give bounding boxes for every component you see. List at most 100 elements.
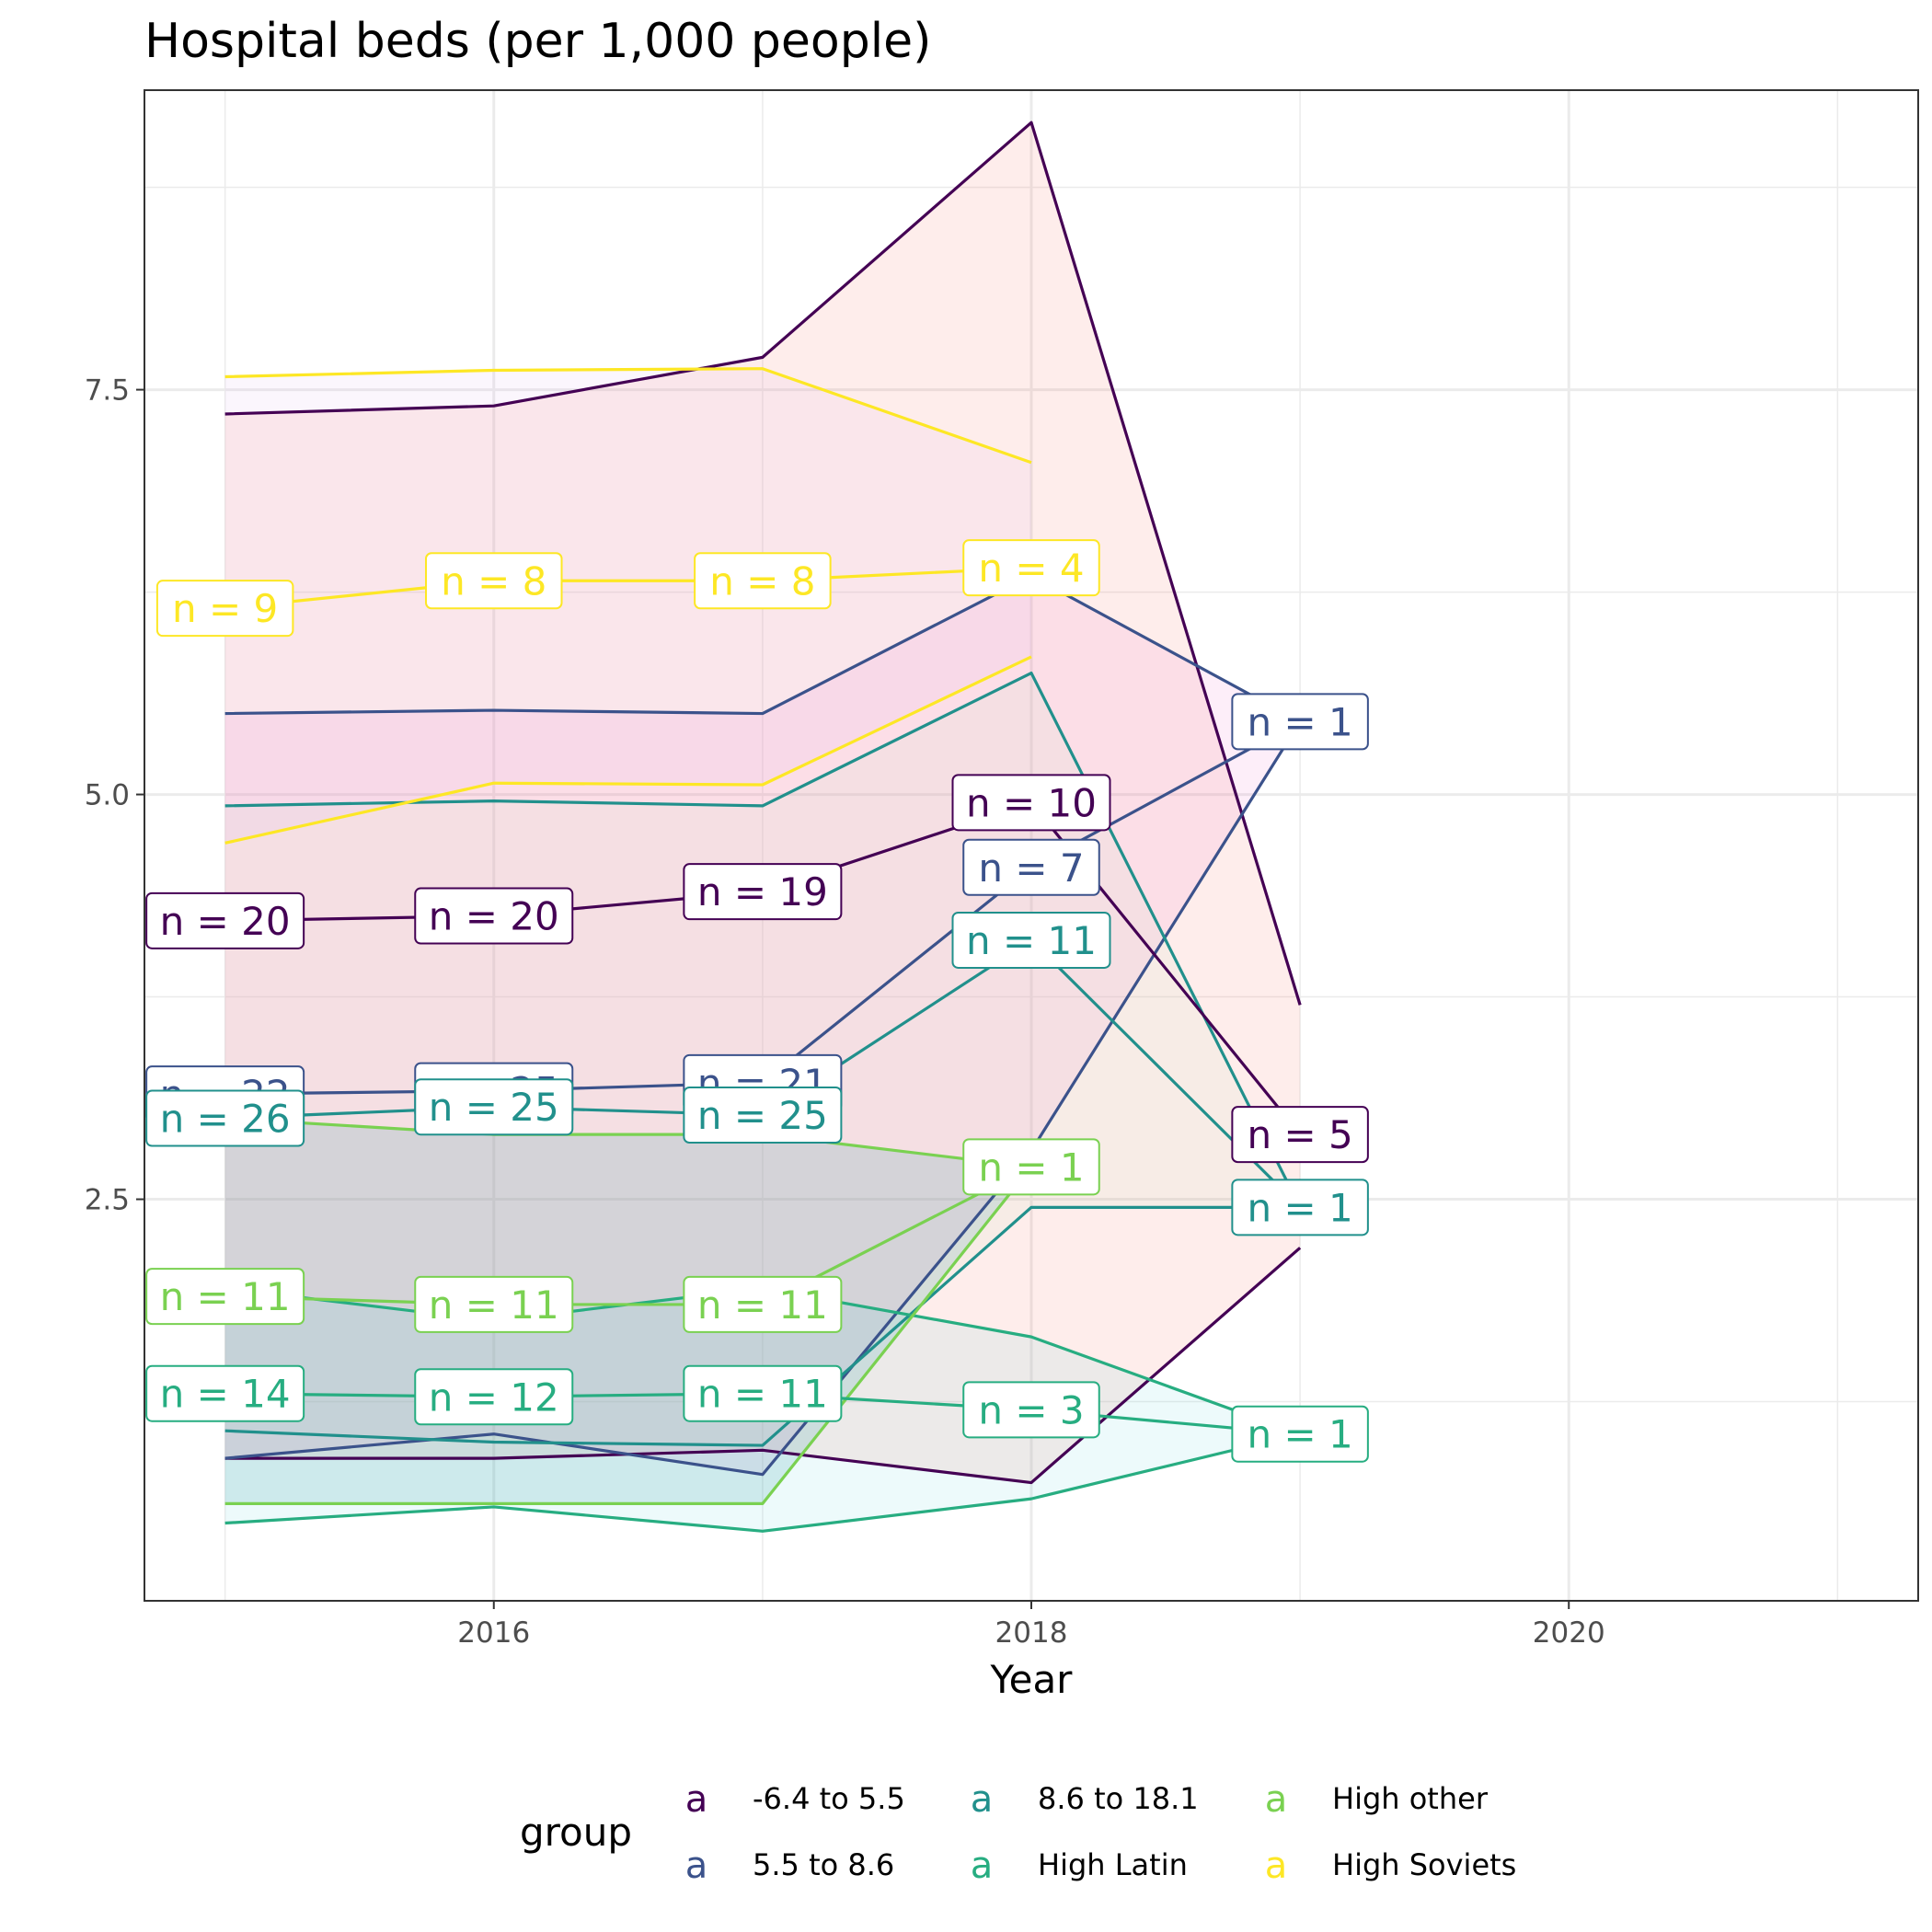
count-label-text: n = 11 <box>429 1282 559 1328</box>
count-label-box <box>683 1275 843 1333</box>
count-label: n = 9 <box>155 580 294 638</box>
upper-bound-line <box>224 574 1301 723</box>
count-label-text: n = 19 <box>697 869 828 914</box>
upper-bound-line <box>224 121 1302 1006</box>
count-label-box <box>1231 693 1369 751</box>
count-label: n = 14 <box>145 1364 305 1422</box>
count-label-box <box>694 552 832 610</box>
legend-key: a <box>971 1778 994 1821</box>
legend-item: a 8.6 to 18.1 <box>971 1778 1199 1821</box>
axis-ticks: 2016 2018 2020 2.5 5.0 7.5 <box>85 374 1605 1650</box>
count-label-box <box>962 539 1100 597</box>
lower-bound-line <box>224 1432 1301 1533</box>
count-label-box <box>145 891 305 949</box>
count-label: n = 12 <box>414 1368 574 1426</box>
count-label-text: n = 1 <box>1248 1185 1353 1230</box>
legend: a -6.4 to 5.5 a 5.5 to 8.6 a 8.6 to 18.1 a High… <box>685 1778 1517 1887</box>
count-label-text: n = 11 <box>966 918 1097 963</box>
y-tick-label: 7.5 <box>85 374 130 408</box>
legend-label: High Soviets <box>1332 1847 1516 1882</box>
legend-label: 8.6 to 18.1 <box>1038 1781 1199 1816</box>
count-label-box <box>414 1078 574 1136</box>
count-label-text: n = 5 <box>1248 1112 1353 1157</box>
count-label-text: n = 11 <box>160 1274 291 1319</box>
count-label: n = 4 <box>962 539 1100 597</box>
count-label: n = 11 <box>414 1275 574 1333</box>
count-label-text: n = 10 <box>966 780 1097 825</box>
count-label: n = 25 <box>683 1087 843 1144</box>
count-label-text: n = 1 <box>1248 1412 1353 1457</box>
count-label-text: n = 1 <box>978 1144 1084 1190</box>
count-label: n = 8 <box>694 552 832 610</box>
mean-line <box>224 566 1032 610</box>
count-label-text: n = 9 <box>172 586 278 631</box>
count-label-box <box>1231 1405 1369 1463</box>
count-label-box <box>145 1089 305 1147</box>
count-label-box <box>414 1368 574 1426</box>
count-labels: n = 20n = 20n = 19n = 10n = 5n = 22n = 2… <box>145 539 1369 1463</box>
y-tick-label: 2.5 <box>85 1184 130 1217</box>
legend-item: a 5.5 to 8.6 <box>685 1845 895 1887</box>
count-label-text: n = 25 <box>697 1093 828 1138</box>
count-label: n = 3 <box>962 1381 1100 1439</box>
legend-label: 5.5 to 8.6 <box>753 1847 894 1882</box>
legend-label: -6.4 to 5.5 <box>753 1781 905 1816</box>
count-label: n = 1 <box>1231 1179 1369 1236</box>
count-label-box <box>155 580 294 638</box>
count-label: n = 1 <box>1231 1405 1369 1463</box>
count-label: n = 10 <box>951 774 1111 832</box>
chart-title: Hospital beds (per 1,000 people) <box>144 14 931 69</box>
lower-bound-line <box>224 1166 1033 1506</box>
count-label-box <box>962 838 1100 896</box>
count-label-box <box>951 774 1111 832</box>
x-tick-label: 2016 <box>457 1616 530 1650</box>
count-label-text: n = 11 <box>697 1372 828 1417</box>
count-label-text: n = 8 <box>709 558 815 604</box>
count-label-box <box>1231 1179 1369 1236</box>
x-tick-label: 2018 <box>995 1616 1068 1650</box>
count-label-text: n = 20 <box>160 899 291 944</box>
count-label: n = 11 <box>683 1364 843 1422</box>
count-label-text: n = 26 <box>160 1097 291 1142</box>
count-label-box <box>962 1381 1100 1439</box>
x-axis-title: Year <box>990 1657 1074 1702</box>
count-label-box <box>425 552 563 610</box>
count-label-box <box>414 887 574 945</box>
count-label-box <box>683 1087 843 1144</box>
count-label-box <box>951 911 1111 969</box>
upper-bound-line <box>224 367 1032 465</box>
count-label: n = 20 <box>145 891 305 949</box>
confidence-band <box>224 368 1032 844</box>
upper-bound-line <box>224 1116 1032 1168</box>
count-label: n = 7 <box>962 838 1100 896</box>
legend-title: group <box>520 1810 632 1855</box>
count-label: n = 11 <box>145 1268 305 1326</box>
count-label: n = 25 <box>414 1078 574 1136</box>
legend-key: a <box>685 1845 708 1887</box>
count-label-box <box>145 1364 305 1422</box>
count-label-box <box>683 1364 843 1422</box>
legend-item: a High Soviets <box>1265 1845 1517 1887</box>
count-label: n = 8 <box>425 552 563 610</box>
count-label-box <box>683 863 843 921</box>
count-label-box <box>962 1138 1100 1196</box>
count-label-text: n = 3 <box>978 1387 1084 1432</box>
count-label-text: n = 1 <box>1248 699 1353 744</box>
x-tick-label: 2020 <box>1533 1616 1605 1650</box>
count-label-box <box>414 1275 574 1333</box>
legend-label: High other <box>1332 1781 1489 1816</box>
legend-key: a <box>685 1778 708 1821</box>
count-label: n = 26 <box>145 1089 305 1147</box>
count-label-text: n = 14 <box>160 1372 291 1417</box>
lower-bound-line <box>224 720 1302 1477</box>
count-label: n = 19 <box>683 863 843 921</box>
count-label: n = 11 <box>683 1275 843 1333</box>
count-label: n = 5 <box>1231 1106 1369 1164</box>
count-label-text: n = 25 <box>429 1085 559 1130</box>
lower-bound-line <box>224 655 1032 845</box>
legend-key: a <box>1265 1778 1288 1821</box>
count-label: n = 20 <box>414 887 574 945</box>
legend-item: a High Latin <box>971 1845 1188 1887</box>
legend-label: High Latin <box>1038 1847 1188 1882</box>
